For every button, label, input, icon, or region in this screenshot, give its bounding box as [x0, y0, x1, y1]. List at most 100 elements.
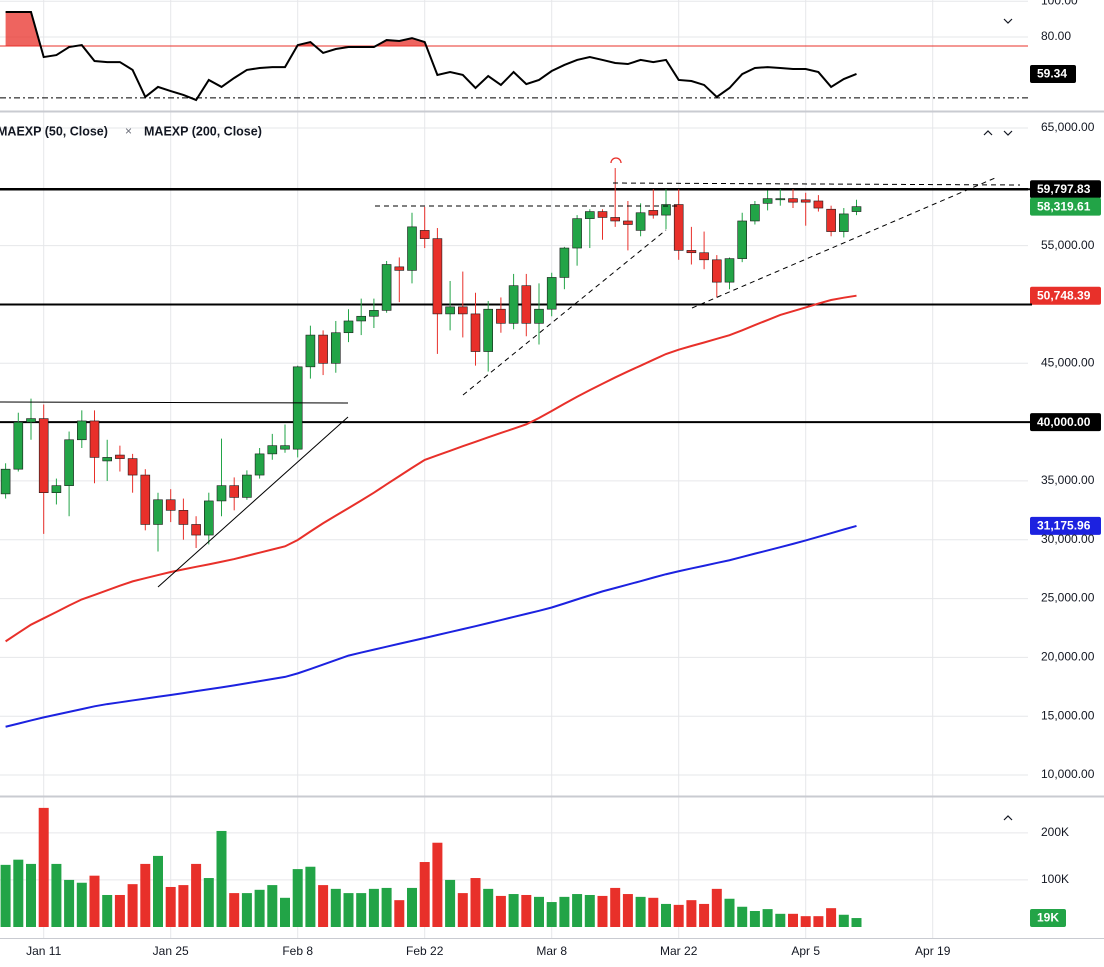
candle-body: [711, 259, 722, 283]
volume-bar: [165, 886, 176, 927]
volume-bar: [191, 863, 202, 927]
candle-body: [470, 313, 481, 352]
ma-line: [5, 294, 857, 643]
volume-bar: [280, 897, 290, 927]
volume-bar: [724, 898, 735, 927]
volume-bar: [368, 888, 379, 927]
price-badge-label: 59.34: [1037, 67, 1067, 81]
candle-body: [813, 200, 824, 209]
maximize-button[interactable]: [983, 130, 993, 136]
volume-bar: [305, 866, 316, 927]
candle-body: [13, 421, 24, 470]
collapse-button[interactable]: [1003, 18, 1013, 24]
y-tick-label: 30,000.00: [1041, 532, 1095, 546]
volume-bar: [343, 893, 354, 927]
candle-body: [330, 332, 341, 364]
candle-body: [178, 510, 189, 525]
candle-body: [242, 474, 252, 498]
candle-body: [89, 420, 100, 458]
price-badge: [1030, 413, 1101, 432]
candle-body: [115, 454, 125, 459]
candle-body: [737, 220, 748, 259]
candle-body: [343, 320, 354, 334]
volume-bar: [229, 893, 240, 927]
volume-bar: [737, 906, 748, 927]
candle-body: [394, 266, 405, 271]
volume-bar: [51, 863, 62, 927]
volume-bar: [495, 895, 506, 927]
volume-bar: [13, 859, 24, 927]
volume-bar: [0, 864, 11, 927]
price-badge: [1030, 909, 1066, 928]
candle-body: [280, 445, 290, 450]
candle-body: [559, 247, 570, 278]
oscillator-line: [5, 10, 857, 102]
candle-body: [788, 198, 798, 203]
legend-entry: MAEXP (200, Close): [144, 124, 262, 138]
price-badge: [1030, 197, 1101, 216]
volume-bar: [114, 894, 125, 927]
candle-body: [661, 204, 671, 216]
volume-bar: [826, 908, 837, 927]
volume-bar: [26, 863, 36, 927]
collapse-button[interactable]: [1003, 130, 1013, 136]
legend-separator-icon: ×: [125, 124, 132, 138]
volume-bar: [686, 900, 697, 927]
plot-area: [0, 10, 1028, 927]
y-tick-label: 10,000.00: [1041, 767, 1095, 781]
volume-bar: [254, 889, 265, 927]
candle-body: [521, 285, 532, 324]
y-tick-label: 25,000.00: [1041, 591, 1095, 605]
legend: MAEXP (50, Close) × MAEXP (200, Close): [0, 124, 262, 138]
candle-body: [623, 220, 633, 225]
y-tick-label: 20,000.00: [1041, 650, 1095, 664]
x-tick-label: Mar 22: [660, 944, 698, 958]
candle-body: [851, 206, 862, 212]
y-tick-label: 55,000.00: [1041, 238, 1095, 252]
volume-bar: [635, 896, 646, 927]
candle-body: [381, 264, 392, 311]
volume-bar: [216, 830, 227, 927]
candle-body: [64, 439, 74, 486]
candle-body: [775, 198, 786, 201]
marker: [610, 157, 622, 164]
candle-body: [445, 306, 455, 315]
price-badge-label: 58,319.61: [1037, 199, 1091, 213]
candle-body: [457, 306, 468, 315]
volume-bar: [838, 914, 849, 927]
volume-bar: [699, 903, 710, 927]
candle-body: [267, 445, 278, 455]
x-tick-label: Jan 25: [153, 944, 189, 958]
y-tick-label: 35,000.00: [1041, 473, 1095, 487]
volume-bar: [127, 884, 138, 927]
volume-bar: [241, 893, 252, 927]
volume-bar: [267, 885, 278, 927]
candle-body: [762, 198, 773, 204]
pane-controls: [983, 18, 1013, 821]
volume-bar: [622, 894, 633, 927]
volume-bar: [546, 902, 557, 927]
x-tick-label: Apr 5: [791, 944, 820, 958]
volume-bar: [64, 879, 75, 927]
volume-bar: [470, 878, 481, 927]
candle-body: [648, 210, 659, 216]
candle-body: [610, 217, 621, 222]
maximize-button[interactable]: [1003, 815, 1013, 821]
y-tick-label: 100.00: [1041, 0, 1078, 7]
candle-body: [699, 252, 709, 261]
candle-body: [0, 468, 11, 495]
volume-bar: [457, 893, 468, 927]
candle-body: [153, 499, 163, 525]
volume-bar: [521, 894, 532, 927]
candle-body: [673, 204, 684, 251]
candle-body: [597, 211, 608, 218]
volume-bar: [648, 897, 659, 927]
volume-bar: [584, 894, 595, 927]
volume-bar: [673, 904, 684, 927]
candle-body: [826, 208, 836, 232]
candle-body: [204, 500, 214, 536]
candle-body: [724, 258, 735, 283]
candle-body: [369, 310, 379, 317]
volume-bar: [292, 869, 303, 927]
